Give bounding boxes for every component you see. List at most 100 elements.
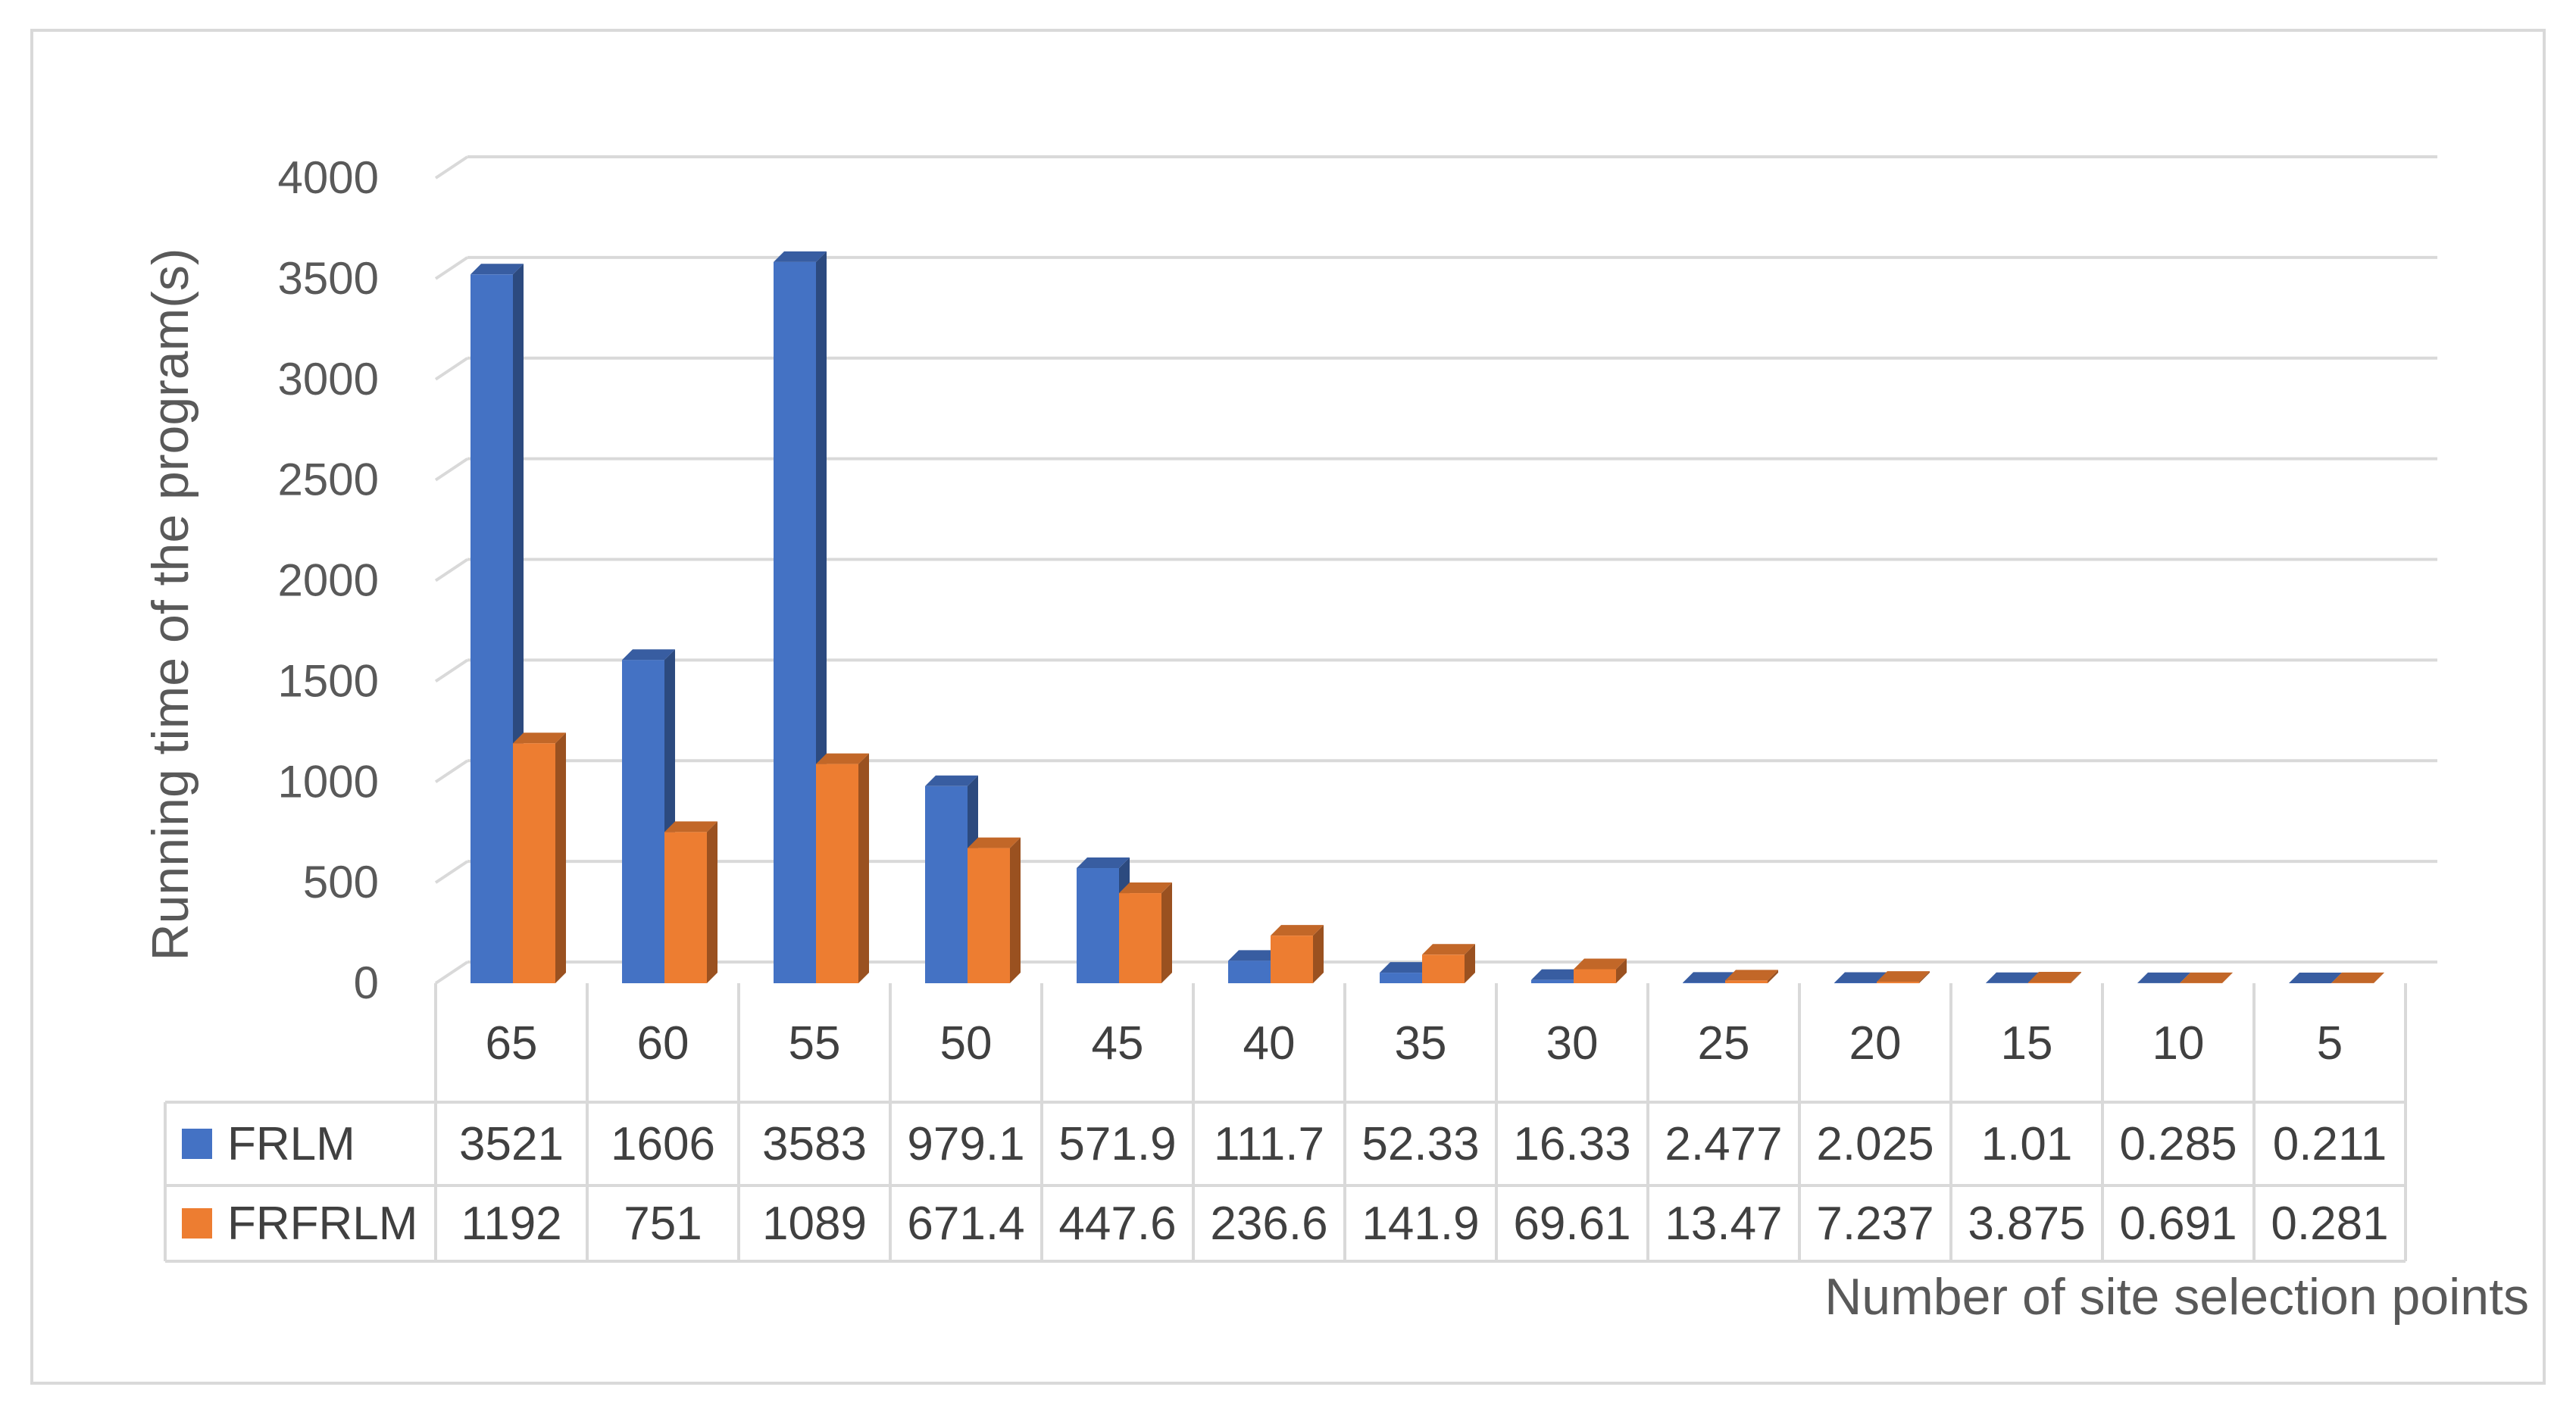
data-label: 571.9 bbox=[1058, 1118, 1176, 1170]
y-tick-label: 1000 bbox=[278, 756, 379, 807]
bar-top bbox=[816, 753, 869, 764]
gridline-depth bbox=[434, 558, 469, 583]
legend-swatch bbox=[182, 1208, 212, 1239]
bar bbox=[1077, 868, 1119, 983]
bar-top bbox=[774, 251, 827, 262]
x-tick-label: 35 bbox=[1395, 1017, 1447, 1070]
bar-side bbox=[2374, 972, 2384, 983]
bar bbox=[470, 274, 513, 983]
bar-top bbox=[1119, 882, 1172, 894]
x-tick-label: 40 bbox=[1243, 1017, 1296, 1070]
bar-top bbox=[1228, 950, 1281, 961]
data-label: 16.33 bbox=[1513, 1118, 1630, 1170]
bar-side bbox=[1313, 925, 1324, 983]
bar-side bbox=[2071, 971, 2081, 983]
bar-top bbox=[1077, 857, 1130, 869]
gridline-depth bbox=[434, 357, 469, 381]
bar bbox=[513, 743, 555, 983]
y-tick-label: 0 bbox=[354, 957, 379, 1008]
data-label: 1089 bbox=[762, 1198, 867, 1250]
gridlines bbox=[434, 155, 2437, 985]
x-tick-label: 10 bbox=[2152, 1017, 2205, 1070]
x-tick-label: 45 bbox=[1092, 1017, 1144, 1070]
x-tick-label: 65 bbox=[486, 1017, 538, 1070]
x-tick-label: 20 bbox=[1849, 1017, 1902, 1070]
bar-top bbox=[1725, 970, 1778, 981]
bar-top bbox=[1422, 944, 1475, 955]
gridline-depth bbox=[434, 860, 469, 884]
bar bbox=[1834, 982, 1877, 983]
data-label: 69.61 bbox=[1513, 1198, 1630, 1250]
bar-top bbox=[2028, 971, 2081, 982]
data-table: 65 60 55 50 45 40 35 30 25 20 15 10 5 FRLM 3521 1606 358… bbox=[164, 983, 2407, 1263]
bar-top bbox=[1877, 971, 1930, 982]
y-tick-label: 3000 bbox=[278, 354, 379, 405]
y-tick-label: 4000 bbox=[278, 152, 379, 203]
x-axis-title: Number of site selection points bbox=[1824, 1268, 2529, 1326]
bars bbox=[470, 251, 2384, 983]
bar bbox=[1725, 980, 1768, 983]
bar bbox=[1574, 969, 1616, 983]
bar bbox=[1422, 954, 1465, 983]
bar-side bbox=[1616, 958, 1627, 983]
bar-top bbox=[1834, 972, 1887, 983]
bar bbox=[1380, 973, 1422, 983]
x-tick-label: 15 bbox=[2001, 1017, 2053, 1070]
bar-top bbox=[1683, 972, 1736, 983]
gridline-depth bbox=[434, 155, 469, 180]
data-label: 236.6 bbox=[1210, 1198, 1327, 1250]
legend-swatch bbox=[182, 1129, 212, 1159]
data-label: 979.1 bbox=[907, 1118, 1024, 1170]
bar bbox=[622, 660, 664, 983]
bar-top bbox=[622, 649, 675, 661]
gridline-depth bbox=[434, 658, 469, 683]
chart-frame bbox=[30, 29, 2546, 1385]
bar-side bbox=[1010, 837, 1021, 983]
data-label: 7.237 bbox=[1816, 1198, 1934, 1250]
bar-side bbox=[707, 821, 717, 983]
bar bbox=[664, 832, 707, 983]
x-tick-label: 60 bbox=[637, 1017, 689, 1070]
bar-side bbox=[1465, 944, 1475, 983]
bar bbox=[925, 786, 968, 983]
legend-label: FRFRLM bbox=[227, 1198, 417, 1250]
x-tick-label: 30 bbox=[1546, 1017, 1599, 1070]
x-tick-label: 55 bbox=[789, 1017, 841, 1070]
legend-label: FRLM bbox=[227, 1118, 355, 1170]
data-label: 751 bbox=[624, 1198, 702, 1250]
y-tick-label: 500 bbox=[303, 857, 379, 907]
bar bbox=[1119, 893, 1161, 983]
x-tick-label: 5 bbox=[2317, 1017, 2343, 1070]
bar-side bbox=[1919, 971, 1930, 983]
bar-top bbox=[2289, 972, 2342, 983]
data-label: 0.285 bbox=[2119, 1118, 2237, 1170]
data-label: 1.01 bbox=[1981, 1118, 2073, 1170]
y-axis-title: Running time of the program(s) bbox=[142, 248, 199, 961]
data-label: 3583 bbox=[762, 1118, 867, 1170]
bar-top bbox=[513, 732, 566, 744]
data-label: 3.875 bbox=[1968, 1198, 2085, 1250]
data-label: 0.281 bbox=[2271, 1198, 2388, 1250]
bar-top bbox=[1574, 958, 1627, 970]
x-tick-label: 25 bbox=[1698, 1017, 1750, 1070]
bar-side bbox=[2222, 972, 2233, 983]
data-label: 1606 bbox=[611, 1118, 715, 1170]
data-label: 0.211 bbox=[2273, 1118, 2387, 1170]
gridline-depth bbox=[434, 457, 469, 482]
gridline-depth bbox=[434, 759, 469, 783]
bar-side bbox=[858, 753, 869, 983]
bar-top bbox=[2180, 972, 2233, 983]
data-label: 1192 bbox=[461, 1198, 561, 1250]
data-label: 671.4 bbox=[907, 1198, 1024, 1250]
bar-top bbox=[1531, 969, 1584, 980]
bar-top bbox=[664, 821, 717, 832]
gridline-depth bbox=[434, 961, 469, 985]
y-axis-ticks: 0 500 1000 1500 2000 2500 3000 3500 4000 bbox=[278, 152, 379, 1008]
bar-top bbox=[1271, 925, 1324, 936]
bar-top bbox=[925, 775, 978, 786]
data-label: 3521 bbox=[459, 1118, 564, 1170]
y-tick-label: 1500 bbox=[278, 655, 379, 706]
data-label: 2.025 bbox=[1816, 1118, 1934, 1170]
data-label: 141.9 bbox=[1361, 1198, 1479, 1250]
